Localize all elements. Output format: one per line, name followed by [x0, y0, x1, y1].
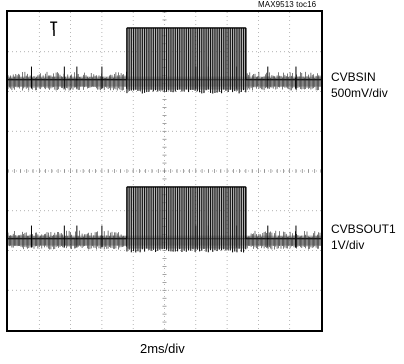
- ch1-label: CVBSIN 500mV/div: [331, 69, 388, 101]
- ch1-name: CVBSIN: [331, 70, 376, 84]
- traces: [7, 27, 321, 253]
- ch2-name: CVBSOUT1: [331, 222, 396, 236]
- ch1-scale: 500mV/div: [331, 86, 388, 100]
- plot-frame: [6, 10, 323, 332]
- ch2-label: CVBSOUT1 1V/div: [331, 221, 396, 253]
- figure-tag: MAX9513 toc16: [258, 0, 317, 9]
- trigger-marker: T: [50, 19, 58, 36]
- series-1: [7, 27, 321, 94]
- x-axis-label: 2ms/div: [140, 341, 185, 356]
- ch2-scale: 1V/div: [331, 238, 365, 252]
- trigger-marker-label: T: [50, 19, 58, 33]
- series-2: [7, 186, 321, 253]
